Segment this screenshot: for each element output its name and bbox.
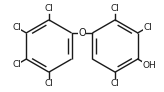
Text: Cl: Cl	[143, 23, 152, 32]
Text: Cl: Cl	[44, 4, 53, 13]
Text: Cl: Cl	[111, 79, 120, 88]
Text: O: O	[78, 28, 86, 38]
Text: Cl: Cl	[44, 79, 53, 88]
Text: Cl: Cl	[12, 60, 21, 69]
Text: OH: OH	[142, 61, 156, 70]
Text: Cl: Cl	[12, 23, 21, 32]
Text: Cl: Cl	[111, 4, 120, 13]
